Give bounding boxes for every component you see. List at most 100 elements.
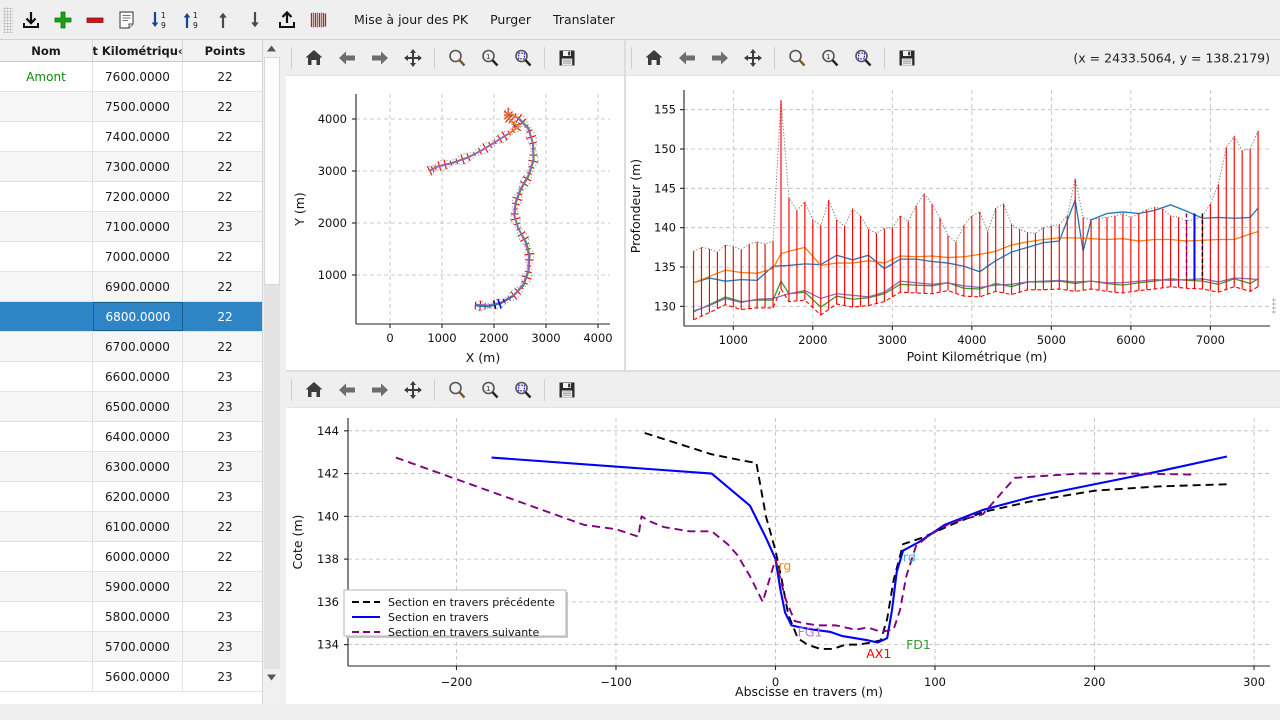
cell-nom[interactable] — [0, 332, 93, 361]
home-icon[interactable] — [297, 374, 330, 406]
cell-pk[interactable]: 7000.0000 — [93, 242, 183, 271]
back-arrow-icon[interactable] — [330, 374, 363, 406]
column-header-pk[interactable]: t Kilométriqu‹ — [93, 40, 183, 61]
cell-pk[interactable]: 7100.0000 — [93, 212, 183, 241]
zoom-icon[interactable] — [780, 42, 813, 74]
table-row[interactable]: 6800.0000 22 — [0, 302, 279, 332]
table-row[interactable]: 5900.0000 22 — [0, 572, 279, 602]
forward-arrow-icon[interactable] — [363, 374, 396, 406]
pan-icon[interactable] — [396, 42, 429, 74]
zoom-rect-icon[interactable] — [506, 42, 539, 74]
cell-nom[interactable]: Amont — [0, 62, 93, 91]
cell-points[interactable]: 22 — [183, 122, 268, 151]
cell-points[interactable]: 22 — [183, 242, 268, 271]
cell-pk[interactable]: 5800.0000 — [93, 602, 183, 631]
cell-pk[interactable]: 7300.0000 — [93, 152, 183, 181]
cell-points[interactable]: 22 — [183, 572, 268, 601]
column-header-points[interactable]: Points — [183, 40, 268, 61]
cell-nom[interactable] — [0, 452, 93, 481]
table-row[interactable]: 6500.0000 23 — [0, 392, 279, 422]
cell-pk[interactable]: 6900.0000 — [93, 272, 183, 301]
table-row[interactable]: 5700.0000 23 — [0, 632, 279, 662]
cell-nom[interactable] — [0, 572, 93, 601]
save-icon[interactable] — [550, 374, 583, 406]
cell-nom[interactable] — [0, 242, 93, 271]
cell-nom[interactable] — [0, 602, 93, 631]
cell-points[interactable]: 23 — [183, 212, 268, 241]
cell-nom[interactable] — [0, 362, 93, 391]
sections-table[interactable]: Nom t Kilométriqu‹ Points Amont 7600.0000… — [0, 40, 280, 704]
cell-pk[interactable]: 6300.0000 — [93, 452, 183, 481]
cell-nom[interactable] — [0, 212, 93, 241]
cell-pk[interactable]: 7200.0000 — [93, 182, 183, 211]
horizontal-splitter[interactable] — [286, 370, 1280, 372]
sections-icon[interactable] — [303, 3, 335, 37]
plan-view-canvas[interactable]: 4000 3000 2000 1000 0 1000 2000 3000 400… — [286, 76, 624, 370]
table-row[interactable]: 7400.0000 22 — [0, 122, 279, 152]
cell-points[interactable]: 22 — [183, 152, 268, 181]
forward-arrow-icon[interactable] — [363, 42, 396, 74]
cell-points[interactable]: 22 — [183, 182, 268, 211]
cell-pk[interactable]: 6000.0000 — [93, 542, 183, 571]
sort-descending-icon[interactable]: 1 9 — [143, 3, 175, 37]
cell-points[interactable]: 22 — [183, 542, 268, 571]
cell-pk[interactable]: 5900.0000 — [93, 572, 183, 601]
zoom-subplot-icon[interactable]: 1 — [813, 42, 846, 74]
cell-points[interactable]: 23 — [183, 632, 268, 661]
home-icon[interactable] — [297, 42, 330, 74]
update-pk-button[interactable]: Mise à jour des PK — [354, 12, 469, 27]
cell-nom[interactable] — [0, 182, 93, 211]
forward-arrow-icon[interactable] — [703, 42, 736, 74]
splitter-grip[interactable] — [1272, 298, 1276, 314]
zoom-subplot-icon[interactable]: 1 — [473, 42, 506, 74]
cell-points[interactable]: 22 — [183, 92, 268, 121]
cell-nom[interactable] — [0, 512, 93, 541]
cell-pk[interactable]: 5700.0000 — [93, 632, 183, 661]
cell-nom[interactable] — [0, 482, 93, 511]
zoom-icon[interactable] — [440, 374, 473, 406]
cell-pk[interactable]: 7400.0000 — [93, 122, 183, 151]
column-header-nom[interactable]: Nom — [0, 40, 93, 61]
translate-button[interactable]: Translater — [553, 12, 615, 27]
zoom-subplot-icon[interactable]: 1 — [473, 374, 506, 406]
cell-points[interactable]: 23 — [183, 602, 268, 631]
table-row[interactable]: 7100.0000 23 — [0, 212, 279, 242]
cell-points[interactable]: 22 — [183, 272, 268, 301]
pan-icon[interactable] — [736, 42, 769, 74]
table-vertical-scrollbar[interactable] — [262, 40, 280, 704]
cell-nom[interactable] — [0, 392, 93, 421]
cell-points[interactable]: 22 — [183, 62, 268, 91]
zoom-rect-icon[interactable] — [506, 374, 539, 406]
table-row[interactable]: 5800.0000 23 — [0, 602, 279, 632]
table-row[interactable]: 7500.0000 22 — [0, 92, 279, 122]
cell-points[interactable]: 23 — [183, 452, 268, 481]
cell-pk[interactable]: 6100.0000 — [93, 512, 183, 541]
table-row[interactable]: 7300.0000 22 — [0, 152, 279, 182]
cell-points[interactable]: 23 — [183, 392, 268, 421]
save-icon[interactable] — [550, 42, 583, 74]
table-row[interactable]: 7200.0000 22 — [0, 182, 279, 212]
remove-icon[interactable] — [79, 3, 111, 37]
table-row[interactable]: 6000.0000 22 — [0, 542, 279, 572]
home-icon[interactable] — [637, 42, 670, 74]
table-row[interactable]: 6200.0000 23 — [0, 482, 279, 512]
cell-nom[interactable] — [0, 92, 93, 121]
cell-nom[interactable] — [0, 302, 93, 331]
cell-points[interactable]: 22 — [183, 512, 268, 541]
cell-nom[interactable] — [0, 632, 93, 661]
table-row[interactable]: Amont 7600.0000 22 — [0, 62, 279, 92]
move-down-icon[interactable] — [239, 3, 271, 37]
cell-pk[interactable]: 6200.0000 — [93, 482, 183, 511]
cell-points[interactable]: 22 — [183, 332, 268, 361]
cell-nom[interactable] — [0, 272, 93, 301]
cell-points[interactable]: 23 — [183, 482, 268, 511]
pan-icon[interactable] — [396, 374, 429, 406]
table-row[interactable]: 6300.0000 23 — [0, 452, 279, 482]
cell-pk[interactable]: 5600.0000 — [93, 662, 183, 691]
cell-points[interactable]: 23 — [183, 362, 268, 391]
scrollbar-thumb[interactable] — [264, 57, 280, 285]
table-body[interactable]: Amont 7600.0000 22 7500.0000 22 7400.0000 22 73… — [0, 62, 279, 704]
cell-pk[interactable]: 7500.0000 — [93, 92, 183, 121]
save-icon[interactable] — [890, 42, 923, 74]
add-icon[interactable] — [47, 3, 79, 37]
